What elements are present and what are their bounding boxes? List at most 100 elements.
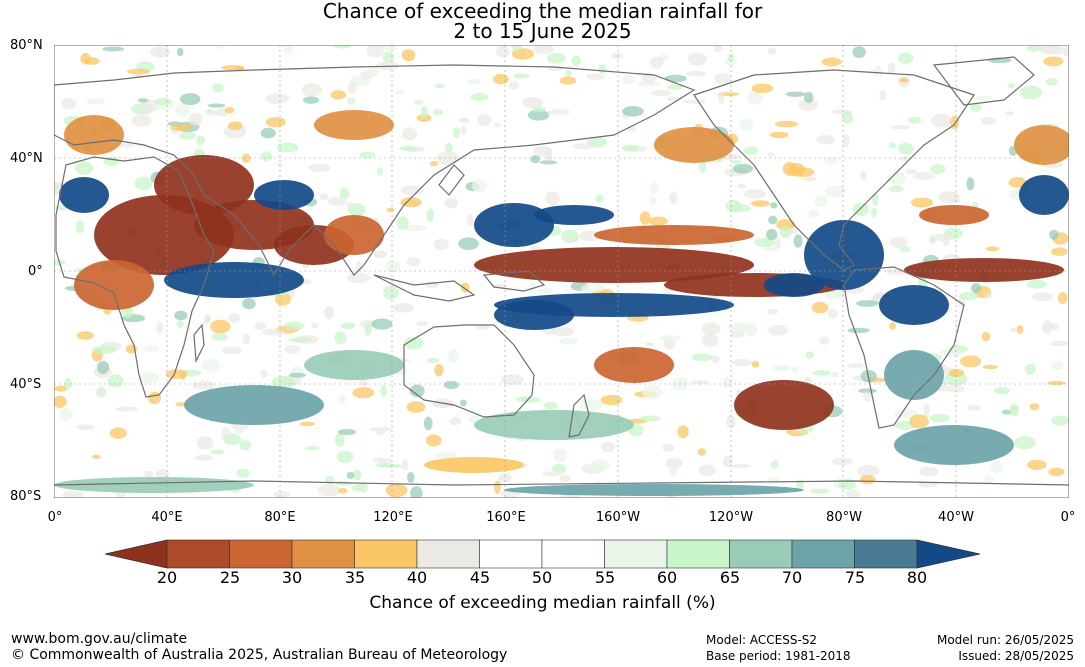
rainfall-probability-blob (539, 160, 558, 165)
rainfall-probability-blob (311, 322, 318, 329)
rainfall-probability-blob (1027, 459, 1047, 471)
rainfall-probability-blob (254, 321, 267, 331)
rainfall-probability-blob (1008, 177, 1027, 189)
rainfall-probability-blob (714, 72, 731, 85)
rainfall-probability-blob (236, 468, 251, 478)
rainfall-probability-blob (431, 401, 455, 408)
rainfall-probability-blob (228, 313, 241, 324)
rainfall-probability-blob (359, 483, 367, 489)
rainfall-probability-blob (1025, 363, 1037, 375)
rainfall-probability-blob (165, 369, 188, 379)
rainfall-probability-blob (192, 382, 199, 389)
rainfall-probability-blob (385, 260, 401, 273)
rainfall-probability-blob (677, 425, 689, 439)
rainfall-probability-blob (887, 62, 896, 74)
rainfall-probability-blob (669, 191, 678, 205)
rainfall-probability-blob (1050, 340, 1069, 347)
rainfall-probability-blob (910, 197, 933, 208)
rainfall-probability-blob (767, 47, 776, 55)
rainfall-probability-blob (154, 97, 172, 106)
rainfall-probability-blob (134, 176, 153, 191)
graticule (54, 45, 1069, 498)
lat-label-80n: 80°N (10, 38, 43, 53)
rainfall-probability-blob (765, 229, 778, 241)
rainfall-probability-blob (636, 81, 660, 87)
rainfall-probability-blob (527, 109, 550, 121)
footer-issued: Issued: 28/05/2025 (958, 649, 1074, 663)
rainfall-probability-blob (846, 489, 861, 498)
rainfall-probability-blob (814, 195, 828, 208)
rainfall-probability-blob (299, 421, 315, 427)
rainfall-probability-blob (842, 110, 854, 124)
lon-label-80e: 80°E (264, 510, 296, 525)
rainfall-probability-blob (284, 344, 301, 354)
rainfall-probability-blob (235, 66, 244, 72)
rainfall-probability-blob (732, 163, 754, 174)
rainfall-probability-blob (332, 45, 352, 49)
rainfall-probability-blob (899, 156, 911, 162)
rainfall-probability-blob (107, 374, 124, 388)
rainfall-probability-blob (282, 45, 294, 55)
rainfall-probability-blob (723, 455, 733, 468)
rainfall-probability-blob (764, 273, 824, 297)
rainfall-probability-blob (966, 177, 975, 191)
rainfall-probability-blob (154, 155, 254, 215)
rainfall-probability-blob (436, 151, 460, 165)
rainfall-probability-blob (410, 486, 423, 498)
lat-label-80s: 80°S (10, 489, 42, 504)
rainfall-probability-blob (734, 380, 834, 430)
rainfall-probability-blob (471, 179, 488, 193)
rainfall-probability-blob (394, 90, 404, 95)
rainfall-probability-blob (1041, 320, 1053, 334)
rainfall-probability-blob (196, 135, 205, 146)
rainfall-probability-blob (831, 457, 853, 466)
rainfall-probability-blob (382, 51, 394, 63)
rainfall-probability-blob (726, 322, 750, 331)
rainfall-probability-blob (713, 45, 723, 52)
rainfall-probability-blob (621, 144, 640, 152)
rainfall-probability-blob (1026, 45, 1043, 52)
rainfall-probability-blob (626, 126, 637, 132)
rainfall-probability-blob (537, 287, 554, 295)
rainfall-probability-blob (767, 476, 780, 485)
rainfall-probability-blob (54, 385, 68, 392)
rainfall-probability-blob (898, 142, 914, 155)
rainfall-probability-blob (170, 124, 193, 132)
rainfall-probability-blob (399, 145, 418, 152)
rainfall-probability-blob (687, 52, 707, 66)
rainfall-probability-blob (559, 337, 579, 345)
rainfall-probability-blob (1032, 292, 1054, 302)
rainfall-probability-blob (857, 464, 880, 477)
rainfall-probability-blob (143, 345, 160, 352)
colorbar-bin (541, 539, 605, 569)
rainfall-probability-blob (401, 127, 418, 141)
lon-label-120w: 120°W (708, 510, 754, 525)
rainfall-probability-blob (982, 364, 999, 370)
rainfall-probability-blob (1016, 324, 1024, 334)
rainfall-probability-blob (770, 202, 778, 209)
lon-label-120e: 120°E (373, 510, 413, 525)
rainfall-probability-blob (1043, 45, 1066, 55)
rainfall-probability-blob (334, 433, 345, 447)
rainfall-probability-blob (887, 171, 907, 186)
rainfall-probability-blob (196, 436, 214, 450)
rainfall-probability-blob (649, 56, 664, 69)
rainfall-probability-blob (859, 474, 876, 485)
rainfall-probability-blob (317, 484, 341, 497)
rainfall-probability-blob (174, 310, 188, 321)
rainfall-probability-blob (939, 349, 963, 357)
rainfall-probability-blob (871, 207, 878, 218)
rainfall-probability-blob (369, 426, 393, 432)
colorbar (105, 539, 980, 569)
rainfall-probability-blob (459, 399, 467, 407)
rainfall-probability-blob (319, 193, 329, 200)
rainfall-probability-blob (303, 96, 320, 104)
rainfall-probability-blob (930, 113, 952, 128)
rainfall-probability-blob (737, 184, 746, 189)
rainfall-probability-blob (579, 398, 603, 411)
rainfall-probability-blob (325, 475, 335, 485)
rainfall-probability-blob (1051, 247, 1068, 257)
rainfall-probability-blob (805, 351, 814, 359)
rainfall-probability-blob (368, 66, 379, 77)
rainfall-probability-blob (75, 220, 85, 234)
